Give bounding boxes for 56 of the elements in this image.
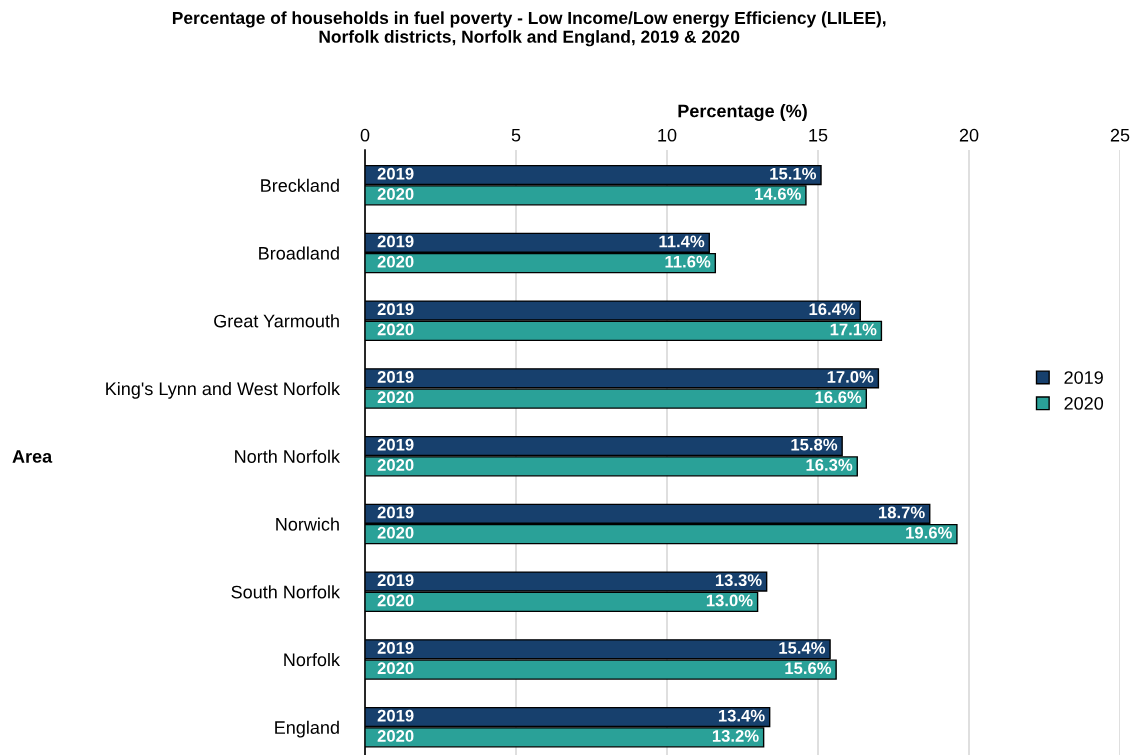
text: 2020	[377, 391, 414, 404]
text: 2020	[377, 662, 414, 675]
x-axis-title: Percentage (%)	[678, 104, 807, 122]
data-label: 15.6%	[785, 662, 832, 675]
y-tick-label: Broadland	[259, 246, 339, 260]
text: 2019	[377, 303, 414, 316]
data-label: 13.0%	[706, 594, 753, 607]
text: 2020	[377, 188, 414, 200]
text: 2020	[377, 255, 414, 268]
data-label: 18.7%	[879, 506, 925, 519]
text: 2020	[377, 526, 414, 539]
data-label: 16.3%	[806, 459, 853, 471]
text: 2019	[377, 574, 414, 587]
text: 2019	[377, 438, 414, 451]
data-label: 19.6%	[906, 526, 952, 539]
text: 2019	[377, 235, 414, 248]
x-tick-label: 25	[1110, 128, 1130, 142]
text: 2020	[377, 323, 414, 336]
text: 2020	[377, 730, 414, 742]
x-tick-label: 15	[809, 128, 828, 142]
text: 2020	[377, 594, 414, 607]
chart-title: Percentage of households in fuel poverty - Low Income/Low energy Efficiency (LILEE), Norfolk districts, Norfolk and England, 2019 & 2020	[172, 11, 886, 47]
data-label: 15.1%	[770, 167, 817, 180]
data-label: 13.2%	[712, 730, 759, 742]
y-tick-label: Breckland	[261, 178, 339, 192]
y-tick-label: Norwich	[276, 517, 339, 531]
legend-label: 2020	[1064, 396, 1104, 410]
y-tick-label: England	[275, 720, 339, 738]
y-tick-label: North Norfolk	[235, 449, 341, 463]
text: 2019	[377, 709, 414, 722]
x-tick-label: 5	[511, 128, 521, 142]
text: 2019	[377, 642, 414, 654]
data-label: 15.8%	[791, 438, 838, 451]
y-tick-label: King's Lynn and West Norfolk	[106, 381, 341, 399]
legend-label: 2019	[1064, 371, 1103, 384]
x-tick-label: 10	[658, 128, 677, 142]
data-label: 11.6%	[665, 255, 711, 268]
data-label: 13.4%	[718, 709, 765, 722]
data-label: 17.0%	[827, 371, 874, 383]
text: 2019	[377, 371, 414, 383]
text: 2020	[377, 459, 414, 471]
y-tick-label: South Norfolk	[231, 585, 341, 599]
data-label: 16.6%	[815, 391, 862, 404]
x-tick-label: 0	[360, 128, 370, 142]
data-label: 14.6%	[755, 188, 801, 200]
text: 2019	[377, 167, 414, 180]
data-label: 11.4%	[659, 235, 705, 248]
data-label: 16.4%	[809, 303, 856, 316]
text: 2019	[377, 506, 414, 519]
data-label: 13.3%	[715, 574, 762, 587]
x-tick-label: 20	[959, 128, 979, 142]
data-label: 17.1%	[830, 323, 877, 336]
data-label: 15.4%	[779, 642, 826, 654]
y-axis-title: Area	[12, 450, 53, 463]
y-tick-label: Great Yarmouth	[214, 314, 339, 328]
y-tick-label: Norfolk	[284, 652, 341, 667]
